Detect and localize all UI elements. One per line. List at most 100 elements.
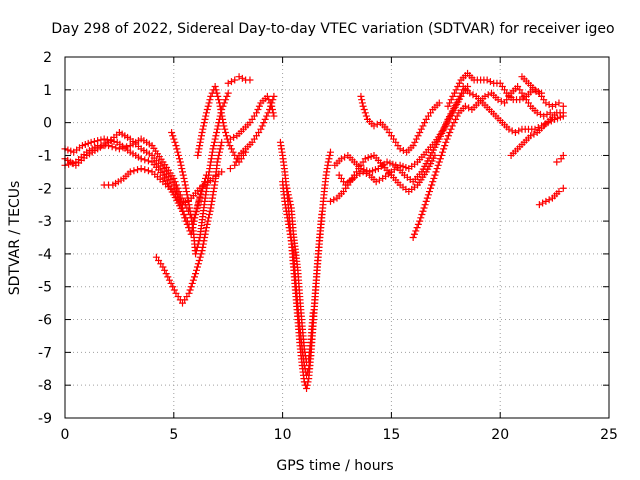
data-point bbox=[269, 109, 277, 117]
data-point bbox=[226, 142, 234, 150]
data-point bbox=[179, 207, 187, 215]
data-point bbox=[427, 184, 435, 192]
data-point bbox=[214, 92, 222, 100]
series-track-13 bbox=[283, 184, 317, 366]
data-point bbox=[447, 125, 455, 133]
data-point bbox=[229, 148, 237, 156]
data-point bbox=[182, 184, 190, 192]
data-point bbox=[454, 96, 462, 104]
data-point bbox=[180, 174, 188, 182]
data-point bbox=[202, 112, 210, 120]
data-point bbox=[548, 102, 556, 110]
data-point bbox=[409, 234, 417, 241]
data-point bbox=[213, 128, 221, 136]
series-track-24 bbox=[553, 151, 567, 166]
data-point bbox=[358, 96, 366, 104]
data-point bbox=[179, 171, 187, 179]
data-point bbox=[439, 148, 447, 156]
data-point bbox=[184, 197, 192, 205]
data-point bbox=[105, 142, 113, 150]
data-point bbox=[432, 168, 440, 176]
data-point bbox=[433, 165, 441, 173]
data-point bbox=[216, 145, 224, 153]
data-point bbox=[174, 148, 182, 156]
plot-frame bbox=[64, 56, 610, 419]
series-track-5 bbox=[152, 138, 226, 307]
data-point bbox=[195, 145, 203, 153]
data-point bbox=[515, 127, 523, 135]
data-point bbox=[235, 73, 243, 81]
data-point bbox=[231, 76, 239, 84]
data-point bbox=[497, 97, 505, 105]
data-point bbox=[422, 197, 430, 205]
data-point bbox=[176, 158, 184, 166]
series-track-19 bbox=[444, 69, 567, 110]
data-point bbox=[409, 142, 417, 150]
data-point bbox=[303, 371, 311, 379]
y-tick-label: -9 bbox=[38, 411, 52, 427]
data-point bbox=[170, 286, 178, 294]
data-point bbox=[112, 144, 120, 152]
data-point bbox=[303, 381, 311, 389]
data-point bbox=[425, 188, 433, 196]
data-point bbox=[206, 207, 214, 215]
data-point bbox=[144, 167, 152, 175]
data-point bbox=[446, 128, 454, 136]
series-track-9 bbox=[224, 73, 254, 87]
data-point bbox=[418, 211, 426, 219]
data-point bbox=[220, 122, 228, 130]
series-track-16 bbox=[335, 151, 439, 196]
data-point bbox=[246, 76, 254, 84]
data-point bbox=[416, 217, 424, 225]
series-track-17 bbox=[357, 92, 443, 156]
data-point bbox=[431, 151, 439, 159]
data-point bbox=[396, 145, 404, 153]
x-tick-label: 10 bbox=[274, 427, 292, 443]
data-point bbox=[429, 178, 437, 186]
data-point bbox=[195, 256, 203, 264]
data-point bbox=[68, 159, 76, 167]
data-point bbox=[218, 138, 226, 146]
data-point bbox=[192, 250, 200, 258]
data-point bbox=[222, 96, 230, 104]
y-tick-label: -8 bbox=[38, 378, 52, 394]
data-point bbox=[309, 309, 317, 317]
x-tick-label: 5 bbox=[169, 427, 178, 443]
data-point bbox=[539, 199, 547, 207]
data-point bbox=[553, 158, 561, 166]
data-point bbox=[414, 132, 422, 140]
data-point bbox=[194, 240, 202, 248]
data-point bbox=[219, 115, 227, 123]
data-point bbox=[193, 263, 201, 271]
data-point bbox=[434, 161, 442, 169]
series-track-20 bbox=[459, 83, 567, 136]
data-point bbox=[318, 211, 326, 219]
data-point bbox=[194, 260, 202, 268]
data-point bbox=[362, 112, 370, 120]
data-point bbox=[286, 197, 294, 205]
data-point bbox=[226, 135, 234, 143]
series-track-10 bbox=[226, 92, 278, 143]
data-markers bbox=[61, 69, 567, 392]
data-point bbox=[97, 136, 105, 144]
data-point bbox=[455, 79, 463, 87]
y-tick-label: -1 bbox=[38, 148, 52, 164]
data-point bbox=[196, 142, 204, 150]
data-point bbox=[260, 119, 268, 127]
data-point bbox=[268, 106, 276, 114]
data-point bbox=[210, 142, 218, 150]
data-point bbox=[456, 92, 464, 100]
data-point bbox=[428, 181, 436, 189]
chart-title: Day 298 of 2022, Sidereal Day-to-day VTE… bbox=[51, 21, 614, 37]
data-point bbox=[185, 289, 193, 297]
data-point bbox=[231, 161, 239, 169]
data-point bbox=[162, 270, 170, 278]
data-point bbox=[201, 115, 209, 123]
data-point bbox=[141, 156, 149, 164]
data-point bbox=[181, 181, 189, 189]
data-point bbox=[87, 138, 95, 146]
data-point bbox=[222, 132, 230, 140]
data-point bbox=[144, 157, 152, 165]
data-point bbox=[287, 201, 295, 209]
data-point bbox=[270, 92, 278, 100]
